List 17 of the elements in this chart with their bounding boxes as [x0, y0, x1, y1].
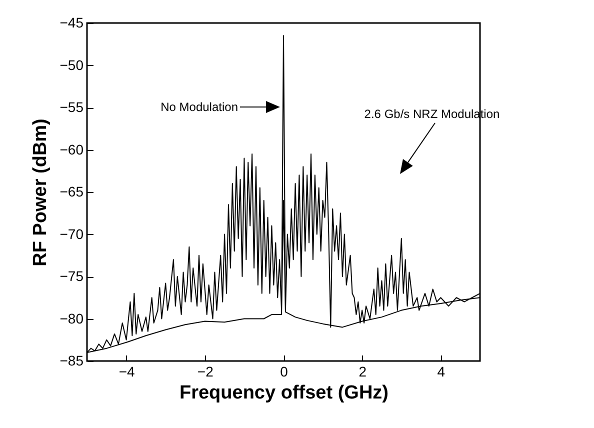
y-tick-label: −45 — [60, 14, 84, 30]
y-tick-label: −70 — [60, 226, 84, 242]
x-tick-label: 4 — [437, 364, 446, 380]
annotation: No Modulation — [160, 100, 238, 114]
y-tick-label: −60 — [60, 141, 84, 158]
x-tick-label: 2 — [358, 364, 367, 380]
y-tick-label: −85 — [60, 352, 84, 368]
y-tick-label: −65 — [60, 184, 84, 200]
y-tick-label: −75 — [60, 268, 84, 284]
x-tick-label: 0 — [280, 364, 288, 380]
x-axis-title: Frequency offset (GHz) — [179, 382, 389, 404]
y-tick-label: −80 — [60, 310, 84, 326]
x-tick-label: −2 — [197, 364, 214, 380]
x-tick-label: −4 — [118, 364, 135, 380]
y-tick-label: −55 — [60, 99, 84, 115]
y-tick-label: −50 — [60, 56, 84, 73]
y-axis-title: RF Power (dBm) — [30, 118, 51, 266]
